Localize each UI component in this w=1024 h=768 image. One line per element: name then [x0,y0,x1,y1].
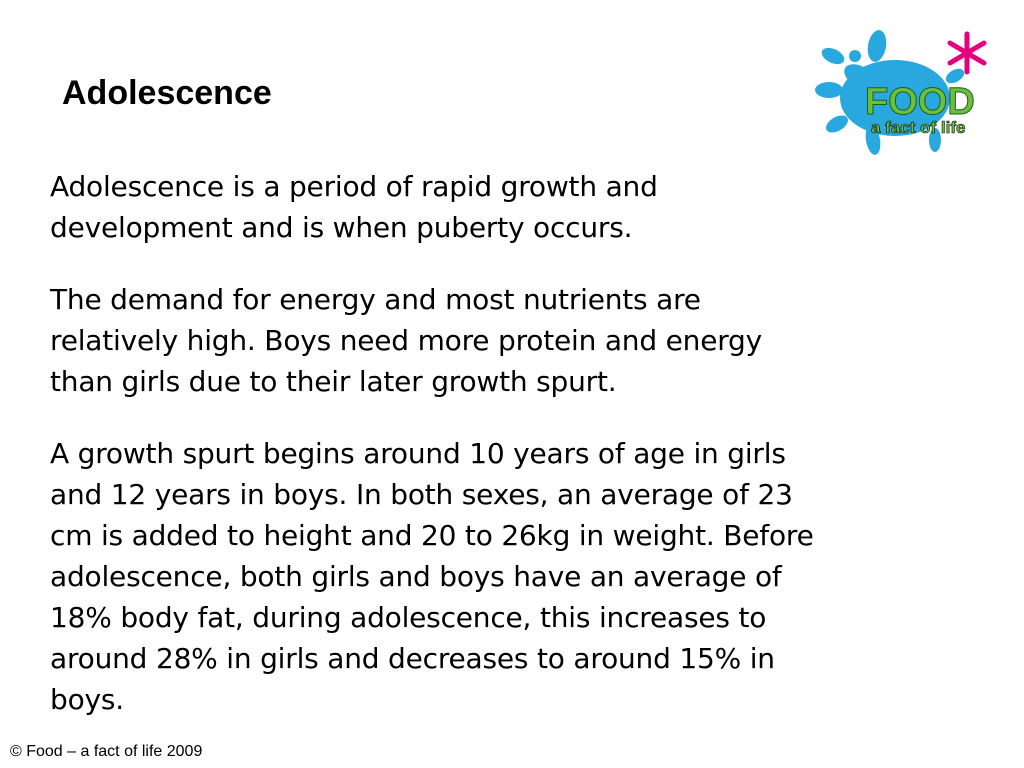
text-line: 18% body fat, during adolescence, this i… [50,601,767,634]
paragraph: Adolescence is a period of rapid growth … [50,166,990,248]
text-line: development and is when puberty occurs. [50,211,633,244]
slide-body: Adolescence is a period of rapid growth … [50,166,990,751]
slide-title: Adolescence [62,74,272,112]
text-line: than girls due to their later growth spu… [50,365,617,398]
logo-tagline: a fact of life [871,118,965,137]
text-line: The demand for energy and most nutrients… [50,283,701,316]
logo: FOOD a fact of life [815,30,987,155]
text-line: A growth spurt begins around 10 years of… [50,437,786,470]
logo-word: FOOD [865,81,975,123]
paragraph: A growth spurt begins around 10 years of… [50,433,990,720]
text-line: and 12 years in boys. In both sexes, an … [50,478,793,511]
footer: © Food – a fact of life 2009 [10,743,203,760]
text-line: adolescence, both girls and boys have an… [50,560,782,593]
logo-splash [815,30,965,155]
text-line: cm is added to height and 20 to 26kg in … [50,519,814,552]
logo-asterisk [947,31,987,75]
text-line: Adolescence is a period of rapid growth … [50,170,658,203]
text-line: relatively high. Boys need more protein … [50,324,762,357]
paragraph: The demand for energy and most nutrients… [50,279,990,402]
text-line: boys. [50,683,124,716]
text-line: around 28% in girls and decreases to aro… [50,642,775,675]
